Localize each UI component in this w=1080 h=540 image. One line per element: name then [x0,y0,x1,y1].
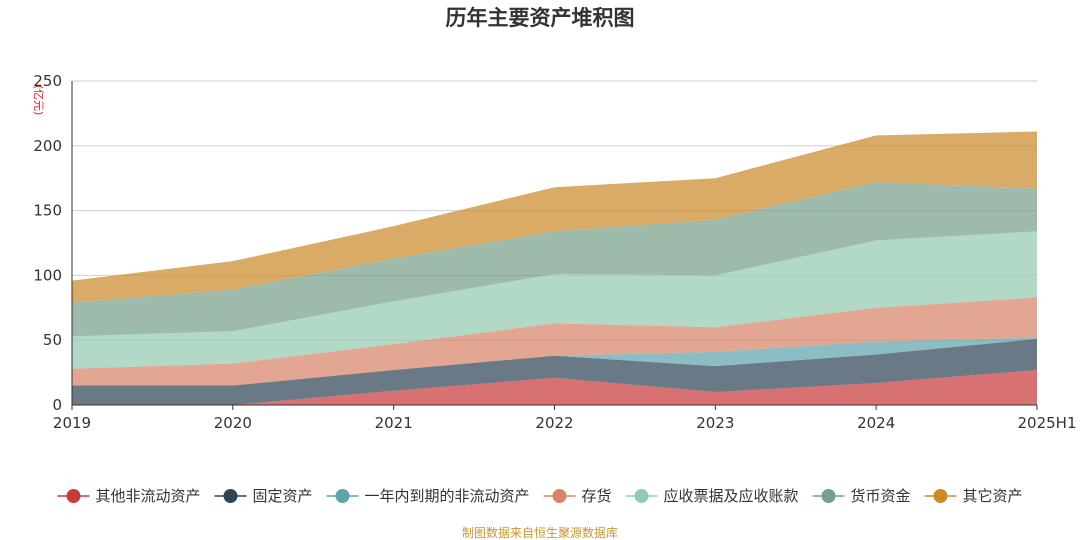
legend-label: 其他非流动资产 [96,487,201,505]
legend-marker [335,489,350,503]
y-tick-label: 150 [33,202,62,220]
legend-marker [66,489,81,503]
axes: 0 50 100 150 200 250 2019 2020 2021 2022 2023 2024 2… [33,72,1076,432]
area-series-6 [72,131,1037,303]
legend-item-4[interactable]: 应收票据及应收账款 [625,487,799,505]
legend-label: 固定资产 [253,487,313,505]
y-tick-label: 200 [33,137,62,155]
legend-marker [634,489,649,503]
x-tick-label: 2022 [535,414,573,432]
x-tick-label: 2020 [214,414,252,432]
x-tick-label: 2021 [375,414,413,432]
legend[interactable]: 其他非流动资产 固定资产 一年内到期的非流动资产 存货 应收票据及应收账款 货币资金 其它资… [57,487,1023,505]
x-tick-label: 2025H1 [1018,414,1077,432]
legend-label: 一年内到期的非流动资产 [365,487,530,505]
area-series-4 [72,231,1037,369]
area-series [72,131,1037,405]
x-tick-label: 2023 [696,414,734,432]
legend-item-2[interactable]: 一年内到期的非流动资产 [326,487,530,505]
legend-item-5[interactable]: 货币资金 [812,487,911,505]
y-tick-label: 250 [33,72,62,90]
x-tick-label: 2024 [857,414,895,432]
legend-marker [933,489,948,503]
legend-marker [552,489,567,503]
y-tick-label: 0 [52,396,62,414]
legend-label: 货币资金 [851,487,911,505]
legend-item-6[interactable]: 其它资产 [924,487,1023,505]
legend-marker [223,489,238,503]
legend-label: 存货 [582,487,612,505]
x-tick-label: 2019 [53,414,91,432]
legend-marker [821,489,836,503]
y-axis-unit: (亿元) [32,85,45,116]
legend-item-1[interactable]: 固定资产 [214,487,313,505]
area-series-2 [72,337,1037,386]
data-source-note: 制图数据来自恒生聚源数据库 [462,525,618,540]
legend-label: 其它资产 [963,487,1023,505]
area-series-0 [72,370,1037,405]
legend-item-3[interactable]: 存货 [543,487,612,505]
legend-item-0[interactable]: 其他非流动资产 [57,487,201,505]
area-series-3 [72,297,1037,386]
area-series-1 [72,338,1037,405]
area-series-5 [72,182,1037,337]
chart-title: 历年主要资产堆积图 [446,6,635,30]
y-tick-label: 50 [43,331,62,349]
y-tick-label: 100 [33,266,62,284]
legend-label: 应收票据及应收账款 [664,487,799,505]
